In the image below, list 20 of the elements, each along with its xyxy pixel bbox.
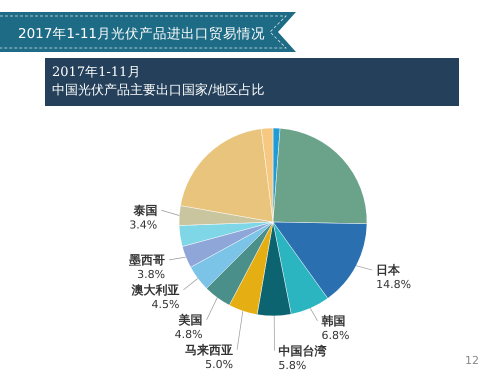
text: 12 — [465, 354, 479, 367]
data-label: 3.8% — [137, 268, 166, 281]
data-label: 4.8% — [174, 328, 203, 341]
chart-title: 2017年1-11月光伏产品进出口贸易情况 — [18, 26, 265, 42]
slice-label: 日本 — [376, 263, 402, 278]
data-label: 5.8% — [278, 358, 306, 372]
slice-label: 美国 — [178, 312, 203, 327]
slice-label: 马来西亚 — [185, 342, 234, 357]
slice-label: 澳大利亚 — [130, 282, 180, 297]
slice-label: 泰国 — [132, 203, 158, 218]
slice-label: 墨西哥 — [128, 252, 166, 267]
data-label: 4.5% — [151, 298, 180, 311]
data-label: 6.8% — [321, 328, 350, 342]
data-label: 14.8% — [376, 278, 412, 292]
text: 2017年1-11月 — [52, 65, 140, 80]
data-label: 3.4% — [129, 218, 158, 232]
text: 中国光伏产品主要出口国家/地区占比 — [52, 83, 264, 98]
data-label: 5.0% — [205, 358, 234, 371]
slice-label: 韩国 — [320, 314, 346, 328]
slice-label: 中国台湾 — [278, 344, 326, 358]
